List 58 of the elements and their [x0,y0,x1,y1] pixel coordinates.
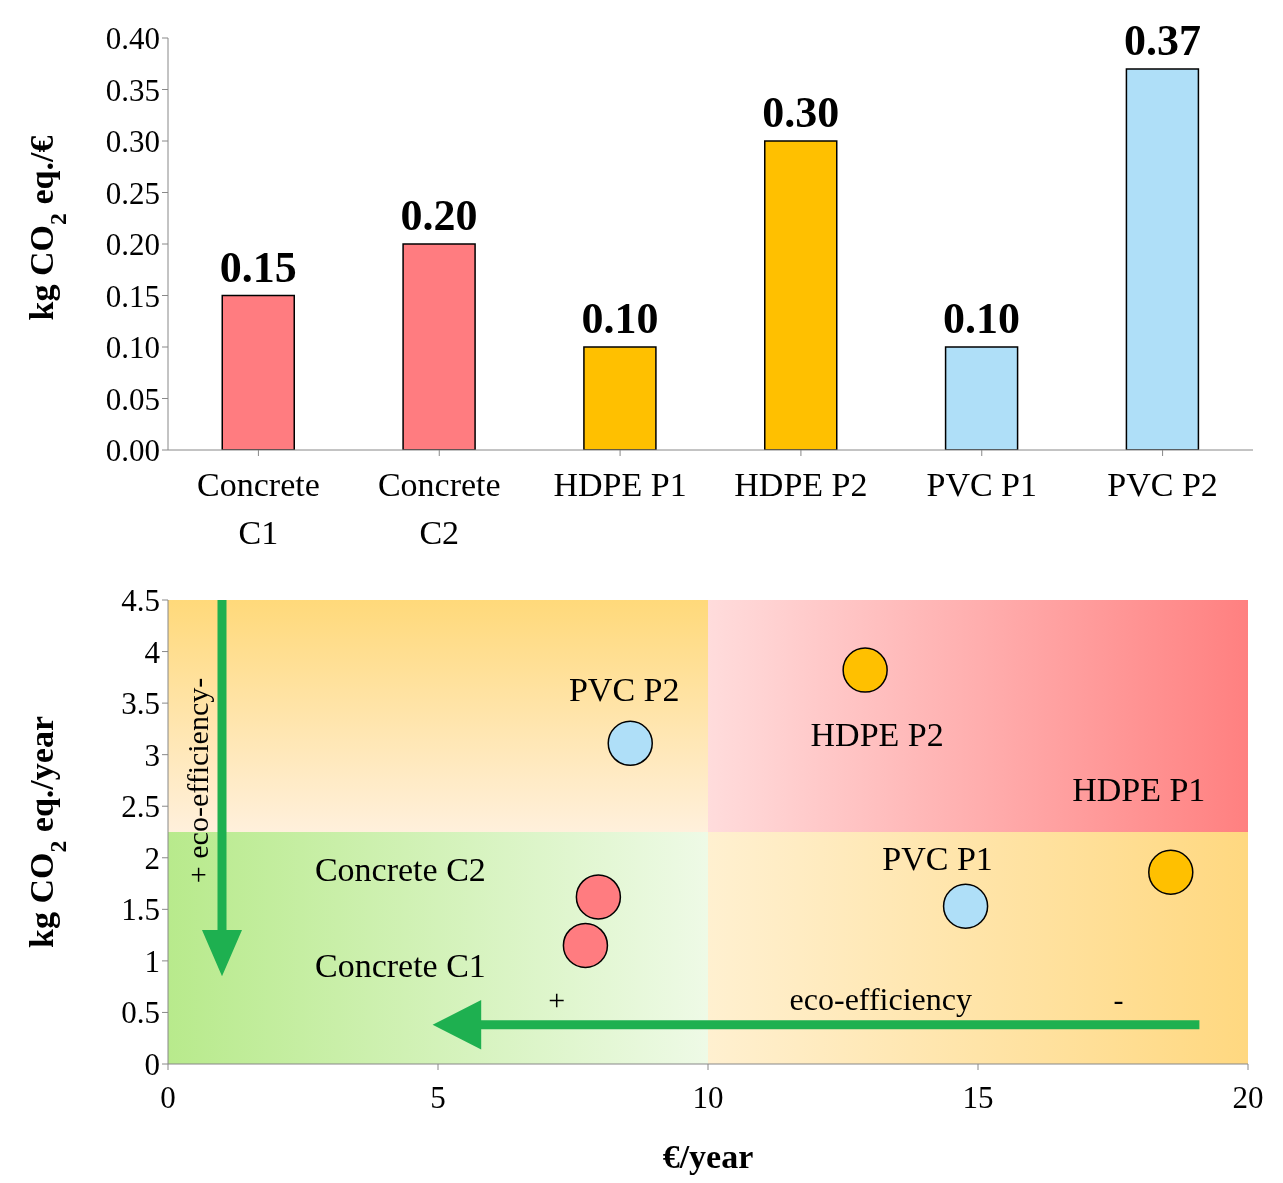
x-tick-label: 20 [1232,1080,1264,1116]
y-tick-label: 0.25 [105,175,160,211]
data-label: 0.10 [581,294,659,343]
point [575,874,622,920]
x-tick-label: 5 [430,1080,446,1116]
y-tick-label: 4 [144,634,161,670]
data-label: 0.10 [943,294,1021,343]
point [842,647,888,693]
annotation: eco-efficiency [789,981,972,1018]
bar [221,294,295,450]
bar [944,346,1019,450]
series-label: PVC P2 [568,670,680,708]
y-tick-label: 0 [144,1047,160,1083]
y-tick-label: 0.15 [105,278,160,314]
y-tick-label: 0.30 [105,124,160,160]
y-tick-label: 0.00 [105,433,160,469]
x-tick-label: PVC P2 [1107,466,1218,503]
text: Concrete C1 [314,946,486,984]
y-tick-label: 1 [144,943,160,979]
y-tick-label: 0.20 [105,227,160,263]
y-tick-label: 0.40 [105,21,160,57]
bar [764,140,838,450]
y-tick-label: 0.5 [121,995,160,1031]
y-tick-label: 2.5 [121,789,160,825]
x-tick-label: PVC P1 [926,466,1038,503]
y-tick-label: 4.5 [121,583,160,619]
x-tick-label: 10 [692,1080,724,1116]
y-tick-label: 3 [144,737,160,773]
data-label: 0.30 [762,88,840,137]
x-tick-label: 15 [962,1080,994,1116]
bar [402,243,476,450]
point [607,720,653,767]
series-label: PVC P1 [882,839,993,877]
y-tick-label: 1.5 [121,892,160,928]
y-tick-label: 0.35 [105,72,160,108]
point [1148,849,1194,895]
point [562,922,609,969]
annotation: + eco-efficiency- [181,677,215,884]
data-label: 0.15 [219,242,297,292]
y-tick-label: 0.05 [105,381,160,417]
data-label: 0.37 [1123,15,1201,65]
y-tick-label: 3.5 [121,686,160,722]
annotation: + [548,982,566,1016]
x-tick-label: Concrete C2 [377,466,501,551]
x-axis-title: €/year [662,1138,754,1175]
x-tick-label: Concrete C1 [197,466,320,551]
annotation: - [1113,982,1124,1016]
x-tick-label: HDPE P2 [734,466,868,503]
y-tick-label: 0.10 [105,330,160,366]
series-label: HDPE P2 [810,715,944,753]
point [942,883,989,929]
data-label: 0.20 [400,191,478,240]
series-label: HDPE P1 [1072,770,1206,808]
bar [1125,68,1200,450]
text: Concrete C2 [314,851,486,889]
bar [583,346,657,450]
x-tick-label: HDPE P1 [553,466,687,503]
y-tick-label: 2 [144,840,160,876]
